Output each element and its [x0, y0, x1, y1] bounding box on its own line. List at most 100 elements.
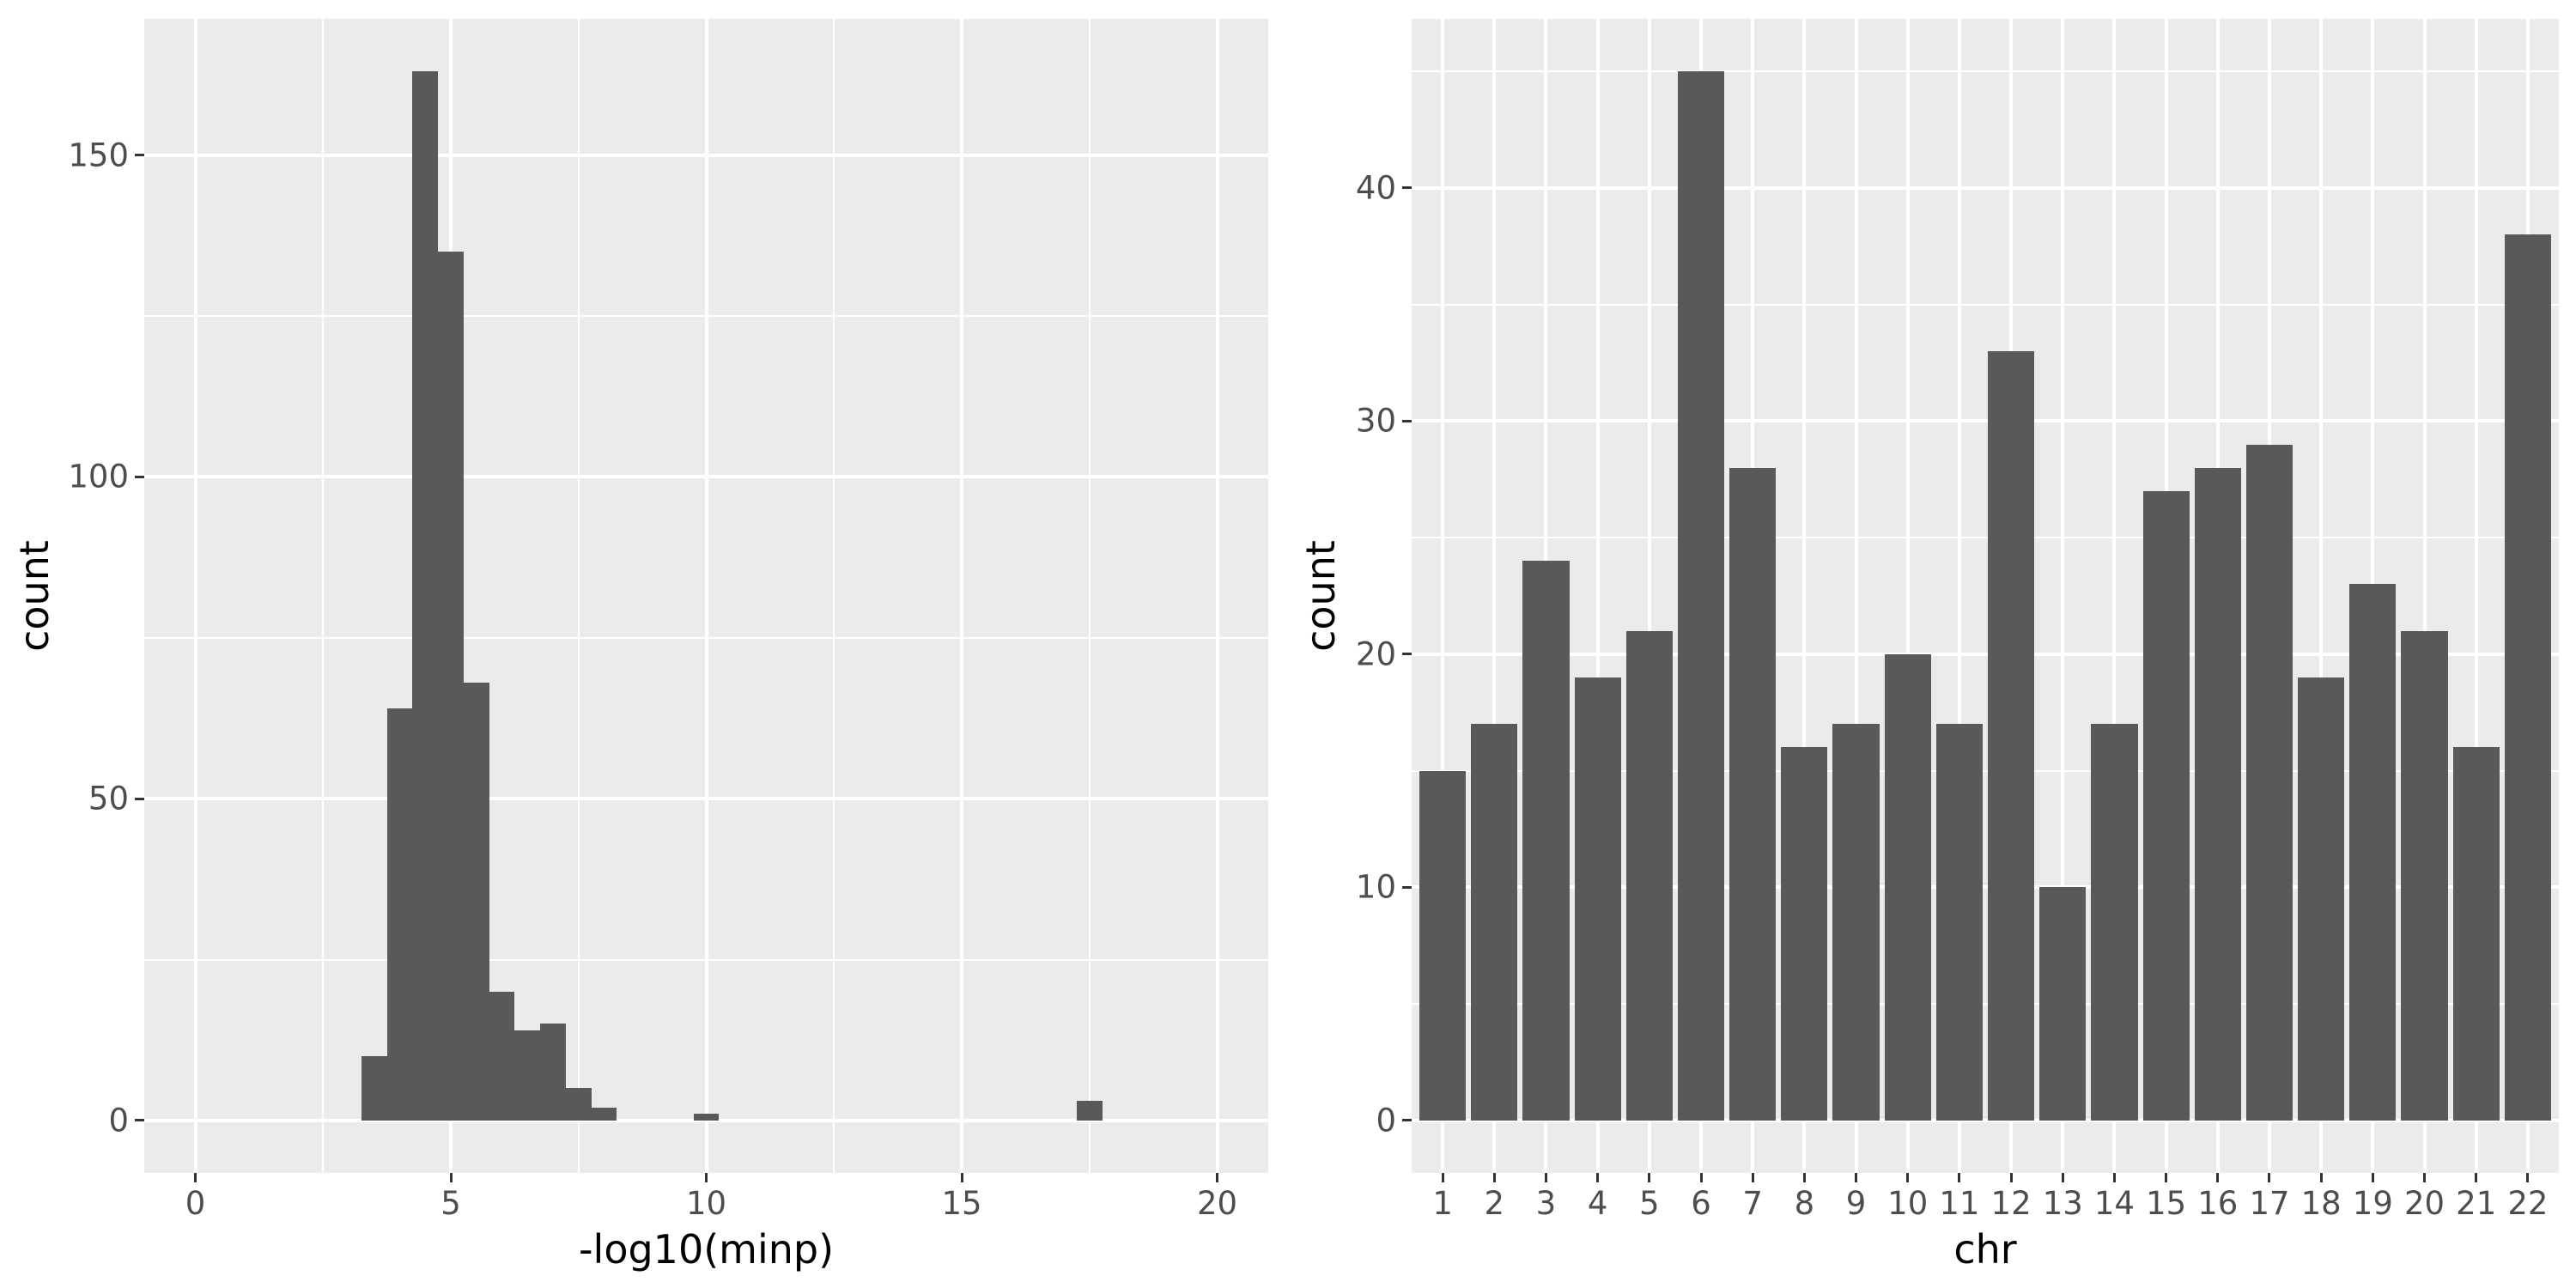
y-tick-mark — [1402, 885, 1412, 889]
gridline-minor-horizontal — [1412, 70, 2559, 73]
x-tick-mark — [2009, 1173, 2013, 1182]
right-y-axis-title: count — [1297, 540, 1344, 652]
gridline-major-vertical — [1492, 19, 1497, 1173]
y-tick-mark — [135, 797, 144, 800]
x-tick-label: 7 — [1742, 1185, 1763, 1222]
x-tick-label: 13 — [2042, 1185, 2083, 1222]
x-tick-label: 11 — [1939, 1185, 1980, 1222]
bar — [2245, 444, 2293, 1121]
gridline-minor-vertical — [833, 19, 835, 1173]
x-tick-label: 2 — [1484, 1185, 1505, 1222]
gridline-major-vertical — [704, 19, 708, 1173]
histogram-bar — [565, 1088, 592, 1121]
x-tick-label: 20 — [1196, 1185, 1238, 1222]
y-tick-label: 150 — [68, 137, 129, 174]
bar — [1781, 747, 1828, 1121]
x-tick-mark — [194, 1173, 197, 1182]
x-tick-mark — [960, 1173, 963, 1182]
gridline-minor-vertical — [322, 19, 325, 1173]
x-tick-label: 21 — [2456, 1185, 2497, 1222]
bar — [2142, 490, 2190, 1121]
x-tick-mark — [2112, 1173, 2116, 1182]
gridline-major-vertical — [1802, 19, 1807, 1173]
y-tick-mark — [1402, 1119, 1412, 1122]
x-tick-label: 5 — [1639, 1185, 1660, 1222]
right-plot-panel — [1412, 19, 2559, 1173]
bar — [1884, 653, 1931, 1121]
gridline-major-vertical — [2112, 19, 2117, 1173]
y-tick-label: 40 — [1355, 169, 1396, 207]
histogram-bar — [693, 1114, 720, 1121]
bar — [1625, 630, 1673, 1121]
bar — [1574, 677, 1621, 1121]
x-tick-mark — [1958, 1173, 1961, 1182]
y-tick-mark — [135, 154, 144, 157]
gridline-major-vertical — [1441, 19, 1445, 1173]
histogram-bar — [591, 1107, 617, 1121]
x-tick-mark — [2475, 1173, 2478, 1182]
x-tick-mark — [2371, 1173, 2374, 1182]
y-tick-label: 20 — [1355, 635, 1396, 673]
bar — [1729, 467, 1777, 1121]
left-x-axis-title: -log10(minp) — [578, 1226, 835, 1273]
gridline-major-vertical — [2474, 19, 2478, 1173]
gridline-major-vertical — [2061, 19, 2065, 1173]
left-y-axis-title: count — [11, 540, 58, 652]
gridline-minor-horizontal — [1412, 1003, 2559, 1005]
left-plot-panel — [144, 19, 1268, 1173]
bar — [1935, 724, 1983, 1121]
bar — [2401, 630, 2448, 1121]
y-tick-mark — [1402, 186, 1412, 190]
y-tick-label: 100 — [68, 458, 129, 495]
bar — [1419, 770, 1467, 1121]
gridline-major-vertical — [2422, 19, 2427, 1173]
gridline-major-horizontal — [1412, 885, 2559, 890]
x-tick-mark — [705, 1173, 708, 1182]
x-tick-label: 8 — [1794, 1185, 1815, 1222]
x-tick-mark — [1906, 1173, 1910, 1182]
bar — [1988, 350, 2035, 1121]
x-tick-mark — [2423, 1173, 2427, 1182]
bar — [2194, 467, 2241, 1121]
x-tick-label: 14 — [2093, 1185, 2135, 1222]
gridline-major-vertical — [1957, 19, 1961, 1173]
x-tick-mark — [2061, 1173, 2064, 1182]
x-tick-label: 17 — [2249, 1185, 2290, 1222]
y-tick-label: 10 — [1355, 868, 1396, 906]
gridline-minor-vertical — [1088, 19, 1091, 1173]
x-tick-label: 5 — [440, 1185, 461, 1222]
x-tick-mark — [449, 1173, 453, 1182]
gridline-major-vertical — [1595, 19, 1600, 1173]
bar — [1522, 561, 1570, 1121]
x-tick-mark — [1648, 1173, 1651, 1182]
gridline-minor-horizontal — [1412, 537, 2559, 539]
gridline-major-vertical — [1854, 19, 1858, 1173]
gridline-major-vertical — [1215, 19, 1219, 1173]
x-tick-mark — [2526, 1173, 2530, 1182]
y-tick-mark — [1402, 653, 1412, 656]
x-tick-mark — [2319, 1173, 2323, 1182]
bar — [2452, 747, 2500, 1121]
y-tick-label: 30 — [1355, 402, 1396, 440]
gridline-major-vertical — [1647, 19, 1651, 1173]
gridline-major-horizontal — [1412, 652, 2559, 656]
histogram-bar — [361, 1055, 387, 1121]
y-tick-mark — [135, 1119, 144, 1122]
bar — [1677, 71, 1725, 1121]
x-tick-label: 15 — [941, 1185, 982, 1222]
x-tick-label: 4 — [1587, 1185, 1608, 1222]
x-tick-label: 18 — [2300, 1185, 2342, 1222]
gridline-major-vertical — [960, 19, 963, 1173]
histogram-bar — [540, 1024, 566, 1121]
x-tick-label: 16 — [2197, 1185, 2239, 1222]
histogram-bar — [463, 683, 489, 1121]
gridline-major-horizontal — [1412, 1118, 2559, 1122]
bar — [2298, 677, 2345, 1121]
gridline-major-vertical — [1905, 19, 1910, 1173]
x-tick-mark — [1492, 1173, 1496, 1182]
y-tick-mark — [1402, 419, 1412, 422]
x-tick-mark — [1596, 1173, 1600, 1182]
x-tick-label: 6 — [1691, 1185, 1711, 1222]
y-tick-label: 0 — [108, 1102, 129, 1139]
